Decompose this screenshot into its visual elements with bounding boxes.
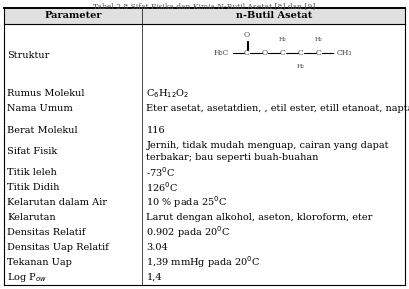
Text: Berat Molekul: Berat Molekul [7, 126, 78, 135]
Text: Log P$_{ow}$: Log P$_{ow}$ [7, 271, 47, 284]
Text: Titik Didih: Titik Didih [7, 183, 59, 192]
Text: C: C [244, 49, 249, 57]
Text: n-Butil Asetat: n-Butil Asetat [236, 12, 312, 21]
Text: H₂: H₂ [279, 37, 287, 42]
Text: CH₃: CH₃ [337, 49, 352, 57]
Text: Nama Umum: Nama Umum [7, 104, 73, 113]
Text: Tekanan Uap: Tekanan Uap [7, 258, 72, 267]
Text: 3.04: 3.04 [146, 243, 168, 252]
Text: C: C [316, 49, 321, 57]
Bar [4, 8, 405, 24]
Text: Jernih, tidak mudah menguap, cairan yang dapat: Jernih, tidak mudah menguap, cairan yang… [146, 141, 389, 150]
Text: 126$^0$C: 126$^0$C [146, 180, 179, 194]
Text: 1,4: 1,4 [146, 273, 162, 282]
Text: Larut dengan alkohol, aseton, kloroform, eter: Larut dengan alkohol, aseton, kloroform,… [146, 213, 373, 222]
Text: Sifat Fisik: Sifat Fisik [7, 147, 57, 156]
Text: -73$^0$C: -73$^0$C [146, 165, 175, 179]
Text: Eter asetat, asetatdien, , etil ester, etill etanoat, napta: Eter asetat, asetatdien, , etil ester, e… [146, 104, 409, 113]
Text: O: O [262, 49, 268, 57]
Text: terbakar; bau seperti buah-buahan: terbakar; bau seperti buah-buahan [146, 153, 319, 162]
Text: H₃C: H₃C [213, 49, 229, 57]
Text: 116: 116 [146, 126, 165, 135]
Text: C: C [280, 49, 285, 57]
Text: Densitas Relatif: Densitas Relatif [7, 228, 85, 237]
Text: C$_6$H$_{12}$O$_2$: C$_6$H$_{12}$O$_2$ [146, 87, 190, 100]
Text: Rumus Molekul: Rumus Molekul [7, 89, 85, 98]
Text: 1,39 mmHg pada 20$^0$C: 1,39 mmHg pada 20$^0$C [146, 255, 261, 270]
Text: 10 % pada 25$^0$C: 10 % pada 25$^0$C [146, 194, 227, 210]
Text: Kelarutan dalam Air: Kelarutan dalam Air [7, 198, 107, 207]
Text: Struktur: Struktur [7, 51, 49, 60]
Text: H₂: H₂ [297, 64, 305, 69]
Text: Tabel 2.8 Sifat Fisika dan Kimia N-Butil Asetat [8] dan [9]: Tabel 2.8 Sifat Fisika dan Kimia N-Butil… [93, 2, 315, 10]
Text: 0.902 pada 20$^0$C: 0.902 pada 20$^0$C [146, 224, 231, 240]
Text: Titik leleh: Titik leleh [7, 168, 57, 177]
Text: H₂: H₂ [315, 37, 323, 42]
Text: Parameter: Parameter [45, 12, 102, 21]
Text: O: O [244, 31, 250, 39]
Text: Kelarutan: Kelarutan [7, 213, 56, 222]
Text: C: C [298, 49, 303, 57]
Text: Densitas Uap Relatif: Densitas Uap Relatif [7, 243, 109, 252]
